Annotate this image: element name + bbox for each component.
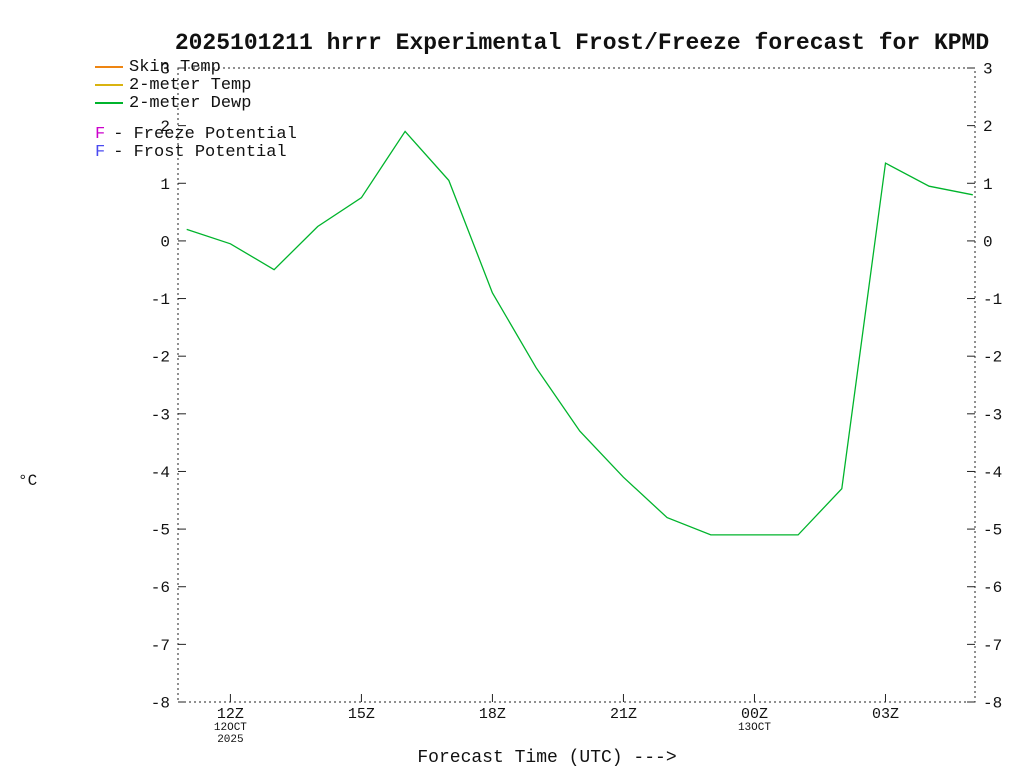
skin-temp-line-swatch bbox=[95, 66, 123, 68]
y-tick-label-right: -5 bbox=[983, 522, 1002, 540]
x-axis-label: Forecast Time (UTC) ---> bbox=[417, 748, 677, 768]
x-tick-label: 00Z bbox=[741, 706, 768, 723]
y-tick-label-left: 3 bbox=[160, 61, 170, 79]
y-tick-label-left: -6 bbox=[151, 579, 170, 597]
x-tick-date-label: 2025 bbox=[217, 734, 243, 746]
y-tick-label-left: -4 bbox=[151, 464, 170, 482]
y-tick-label-right: -1 bbox=[983, 291, 1002, 309]
legend-item-label: - Frost Potential bbox=[113, 142, 287, 162]
legend: Skin Temp 2-meter Temp 2-meter Dewp F - Free… bbox=[95, 57, 297, 162]
x-tick-label: 18Z bbox=[479, 706, 506, 723]
x-tick-label: 15Z bbox=[348, 706, 375, 723]
chart-title: 2025101211 hrrr Experimental Frost/Freez… bbox=[174, 30, 990, 56]
y-tick-label-left: -7 bbox=[151, 637, 170, 655]
y-tick-label-right: 3 bbox=[983, 61, 993, 79]
x-tick-label: 03Z bbox=[872, 706, 899, 723]
legend-item-label: 2-meter Dewp bbox=[129, 93, 252, 113]
x-tick-label: 21Z bbox=[610, 706, 637, 723]
legend-item-2m-dewp: 2-meter Dewp bbox=[95, 93, 297, 113]
2m-temp-line-swatch bbox=[95, 84, 123, 86]
legend-item-skin-temp: Skin Temp bbox=[95, 57, 297, 77]
legend-item-label: Skin Temp bbox=[129, 57, 221, 77]
y-tick-label-right: -8 bbox=[983, 695, 1002, 713]
y-tick-label-right: 1 bbox=[983, 176, 993, 194]
y-tick-label-left: -5 bbox=[151, 522, 170, 540]
y-axis-label: °C bbox=[18, 472, 38, 490]
y-tick-label-left: -1 bbox=[151, 291, 170, 309]
y-tick-label-right: -7 bbox=[983, 637, 1002, 655]
y-tick-label-right: -4 bbox=[983, 464, 1002, 482]
series-line-2-meter-dewp bbox=[186, 130, 973, 536]
y-tick-label-left: 2 bbox=[160, 118, 170, 136]
x-tick-date-label: 12OCT bbox=[214, 722, 247, 734]
legend-item-label: 2-meter Temp bbox=[129, 75, 252, 95]
2m-dewp-line-swatch bbox=[95, 102, 123, 104]
y-tick-label-right: -2 bbox=[983, 349, 1002, 367]
frost-potential-letter: F bbox=[95, 142, 106, 162]
y-tick-label-left: -8 bbox=[151, 695, 170, 713]
y-tick-label-right: -3 bbox=[983, 406, 1002, 424]
legend-item-label: - Freeze Potential bbox=[113, 124, 297, 144]
freeze-potential-letter: F bbox=[95, 124, 106, 144]
plot-frame bbox=[177, 67, 976, 703]
x-tick-label: 12Z bbox=[217, 706, 244, 723]
y-tick-label-left: -2 bbox=[151, 349, 170, 367]
legend-item-2m-temp: 2-meter Temp bbox=[95, 75, 297, 95]
y-tick-label-right: 2 bbox=[983, 118, 993, 136]
y-tick-label-right: -6 bbox=[983, 579, 1002, 597]
x-tick-date-label: 13OCT bbox=[738, 722, 771, 734]
legend-item-freeze-potential: F - Freeze Potential bbox=[95, 124, 297, 144]
y-tick-label-left: 0 bbox=[160, 233, 170, 251]
y-tick-label-right: 0 bbox=[983, 233, 993, 251]
legend-item-frost-potential: F - Frost Potential bbox=[95, 142, 297, 162]
y-tick-label-left: 1 bbox=[160, 176, 170, 194]
y-tick-label-left: -3 bbox=[151, 406, 170, 424]
